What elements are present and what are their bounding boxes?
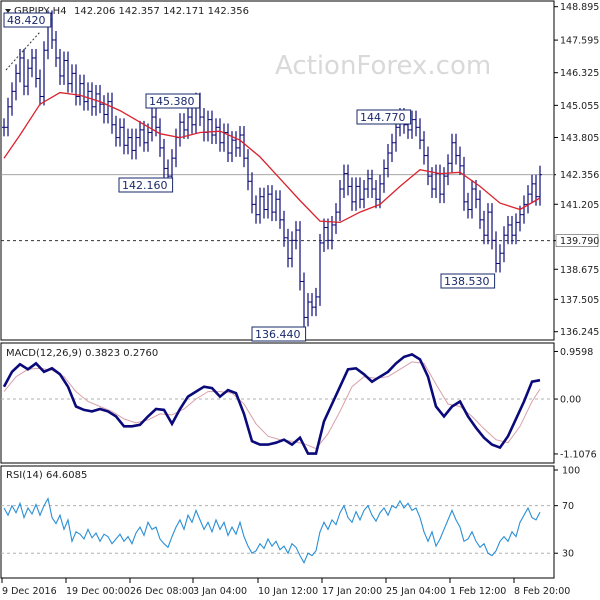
watermark: ActionForex.com <box>275 51 491 81</box>
symbol-label: GBPJPY,H4 <box>14 6 67 17</box>
rsi-tick-label: 30 <box>562 549 574 560</box>
rsi-axis: 100 70 30 <box>554 466 580 560</box>
price-annotations: 48.420 145.380 142.160 144.770 136.440 138.53… <box>3 12 496 342</box>
rsi-panel-frame <box>0 465 555 579</box>
price-tick-label: 141.205 <box>560 200 599 211</box>
annotation-label: 136.440 <box>255 328 301 341</box>
ohlc-readout: 142.206 142.357 142.171 142.356 <box>74 6 249 17</box>
macd-tick-label: 0.00 <box>560 395 581 406</box>
price-annotation: 142.160 <box>118 177 174 193</box>
moving-average-line <box>3 91 541 224</box>
macd-axis: 0.9598 0.00 -1.1076 <box>554 347 597 460</box>
time-tick-label: 9 Dec 2016 <box>2 586 57 597</box>
price-tick-label: 147.595 <box>560 36 599 47</box>
time-axis: 9 Dec 2016 19 Dec 00:00 26 Dec 08:00 3 Jan … <box>1 578 570 597</box>
price-tick-label: 146.325 <box>560 68 599 79</box>
time-tick-label: 25 Jan 04:00 <box>386 586 446 597</box>
price-annotation: 138.530 <box>440 273 496 289</box>
price-tick-label: 142.356 <box>560 170 599 181</box>
macd-tick-label: 0.9598 <box>560 347 593 358</box>
annotation-label: 48.420 <box>7 14 46 27</box>
price-annotation: 144.770 <box>356 109 412 125</box>
annotation-label: 138.530 <box>444 275 490 288</box>
macd-title: MACD(12,26,9) 0.3823 0.2760 <box>6 348 158 359</box>
price-tag-bg <box>555 234 599 247</box>
price-tick-label: 145.055 <box>560 101 599 112</box>
time-tick-label: 1 Feb 12:00 <box>450 586 506 597</box>
time-tick-label: 3 Jan 04:00 <box>193 586 247 597</box>
time-tick-label: 26 Dec 08:00 <box>130 586 194 597</box>
time-tick-label: 17 Jan 20:00 <box>322 586 382 597</box>
time-tick-label: 8 Feb 20:00 <box>514 586 570 597</box>
annotation-label: 145.380 <box>149 95 195 108</box>
price-tick-label: 143.805 <box>560 133 599 144</box>
price-tick-label: 139.790 <box>560 236 599 247</box>
macd-panel-frame <box>0 342 555 464</box>
annotation-label: 142.160 <box>122 179 168 192</box>
time-tick-label: 19 Dec 00:00 <box>66 586 130 597</box>
annotation-label: 144.770 <box>360 111 406 124</box>
price-axis: 148.895 147.595 146.325 145.055 143.805 142.3… <box>554 2 599 338</box>
trend-line-dashed <box>5 31 41 71</box>
dropdown-arrow-icon[interactable] <box>5 9 11 13</box>
price-annotation: 136.440 <box>251 326 307 342</box>
rsi-tick-label: 70 <box>562 501 574 512</box>
price-annotation: 48.420 <box>3 12 52 28</box>
time-tick-label: 10 Jan 12:00 <box>258 586 318 597</box>
rsi-line <box>3 496 541 564</box>
rsi-tick-label: 100 <box>562 466 580 477</box>
price-tick-label: 148.895 <box>560 2 599 13</box>
price-tick-label: 138.675 <box>560 265 599 276</box>
price-annotation: 145.380 <box>145 93 201 109</box>
price-tag-bg <box>556 168 598 181</box>
macd-line <box>2 352 541 455</box>
price-tick-label: 137.505 <box>560 295 599 306</box>
macd-tick-label: -1.1076 <box>560 449 597 460</box>
price-tick-label: 136.245 <box>560 327 599 338</box>
rsi-title: RSI(14) 64.6085 <box>6 470 87 481</box>
